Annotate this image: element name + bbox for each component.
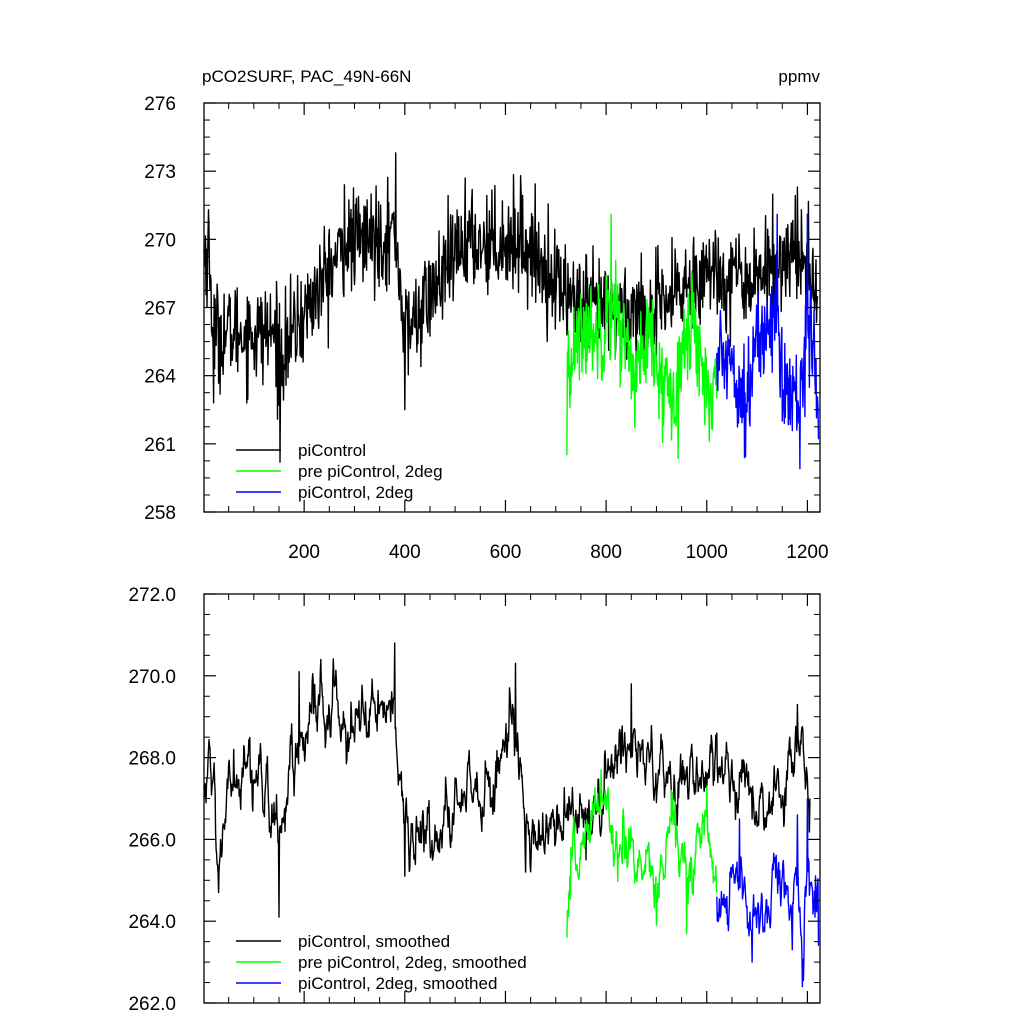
y-tick-label: 272.0 — [128, 585, 176, 606]
units-label: ppmv — [778, 67, 820, 86]
legend-label: piControl — [298, 441, 366, 460]
y-tick-label: 270.0 — [128, 667, 176, 688]
x-tick-label: 1000 — [686, 542, 728, 563]
x-tick-label: 800 — [590, 542, 622, 563]
y-tick-label: 267 — [144, 299, 176, 320]
x-tick-label: 200 — [288, 542, 320, 563]
legend-label: pre piControl, 2deg — [298, 462, 443, 481]
y-tick-label: 264.0 — [128, 912, 176, 933]
series-line-picontrol-smoothed — [203, 642, 811, 918]
y-tick-label: 261 — [144, 435, 176, 456]
bottom-plot-frame — [203, 593, 821, 1004]
y-tick-label: 276 — [144, 94, 176, 115]
legend-label: piControl, 2deg, smoothed — [298, 974, 497, 993]
bottom-panel: piControl, smoothed pre piControl, 2deg, … — [128, 585, 821, 1015]
series-line-pre-picontrol-2deg-smoothed — [566, 769, 718, 938]
y-tick-label: 258 — [144, 503, 176, 524]
y-tick-label: 270 — [144, 230, 176, 251]
bottom-series-layer — [203, 642, 820, 988]
legend-label: piControl, smoothed — [298, 932, 450, 951]
x-tick-label: 400 — [389, 542, 421, 563]
top-axes: 258 261 264 267 270 273 276 200 400 600 800 1000 120… — [144, 94, 828, 563]
legend-label: pre piControl, 2deg, smoothed — [298, 953, 527, 972]
series-line-picontrol — [203, 152, 819, 463]
y-tick-label: 266.0 — [128, 830, 176, 851]
series-line-pre-picontrol-2deg — [566, 213, 718, 459]
y-tick-label: 268.0 — [128, 749, 176, 770]
series-line-picontrol-2deg-smoothed — [716, 797, 820, 988]
top-series-layer — [203, 152, 820, 470]
y-tick-label: 262.0 — [128, 994, 176, 1015]
x-tick-label: 1200 — [786, 542, 828, 563]
y-tick-label: 273 — [144, 162, 176, 183]
bottom-legend: piControl, smoothed pre piControl, 2deg, … — [236, 932, 527, 993]
x-tick-label: 600 — [490, 542, 522, 563]
series-line-picontrol-2deg — [716, 213, 820, 470]
top-plot-frame — [203, 102, 821, 513]
top-panel: pCO2SURF, PAC_49N-66N ppmv piControl pre … — [144, 67, 828, 563]
chart-title: pCO2SURF, PAC_49N-66N — [202, 67, 411, 86]
top-legend: piControl pre piControl, 2deg piControl, 2… — [236, 441, 443, 502]
y-tick-label: 264 — [144, 367, 176, 388]
legend-label: piControl, 2deg — [298, 483, 413, 502]
bottom-axes: 262.0 264.0 266.0 268.0 270.0 272.0 — [128, 585, 820, 1015]
